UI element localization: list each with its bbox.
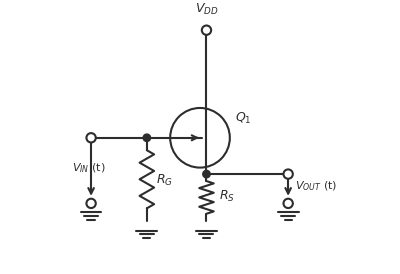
Text: $R_G$: $R_G$ xyxy=(156,173,173,188)
Circle shape xyxy=(202,25,211,35)
Circle shape xyxy=(284,199,293,208)
Text: $V_{IN}$ (t): $V_{IN}$ (t) xyxy=(72,161,105,175)
Text: $V_{DD}$: $V_{DD}$ xyxy=(195,2,218,17)
Text: $Q_1$: $Q_1$ xyxy=(235,111,252,126)
Circle shape xyxy=(284,169,293,179)
Circle shape xyxy=(86,133,96,142)
Circle shape xyxy=(144,135,150,141)
Text: $R_S$: $R_S$ xyxy=(220,189,236,204)
Text: $V_{OUT}$ (t): $V_{OUT}$ (t) xyxy=(295,179,337,193)
Circle shape xyxy=(86,199,96,208)
Circle shape xyxy=(203,171,210,178)
